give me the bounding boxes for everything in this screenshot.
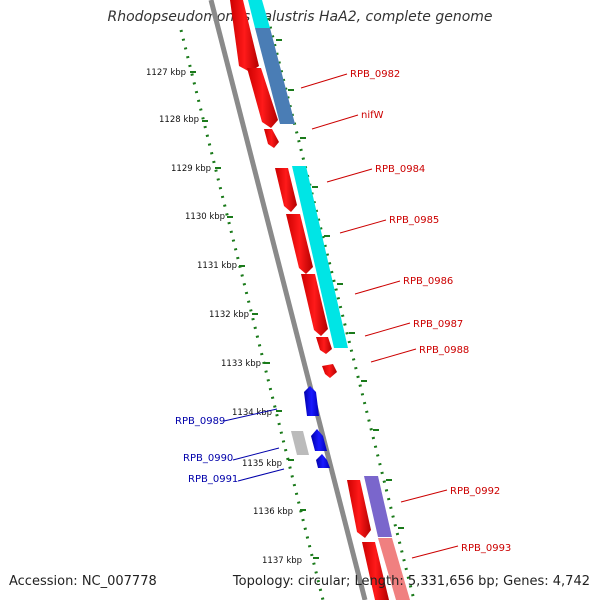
cds-arrow-red <box>347 480 371 538</box>
cds-arrow-red <box>316 337 332 354</box>
kbp-label: 1130 kbp <box>185 212 225 222</box>
kbp-label: 1133 kbp <box>221 359 261 369</box>
accession-text: Accession: NC_007778 <box>9 574 157 589</box>
right-ruler-ticks <box>276 39 404 529</box>
band-steelblue-0982 <box>255 28 295 124</box>
leader-lines-left <box>223 408 285 482</box>
cds-arrow-red <box>362 542 389 600</box>
map-title: Rhodopseudomonas palustris HaA2, complet… <box>107 9 493 25</box>
kbp-label: 1134 kbp <box>232 408 272 418</box>
left-ruler-ticks <box>190 71 319 559</box>
cds-arrow-red <box>230 0 259 72</box>
cds-arrow-red <box>301 274 328 336</box>
band-grey-0990 <box>291 431 309 455</box>
genome-backbone <box>208 0 368 600</box>
gene-label-rpb-0992[interactable]: RPB_0992 <box>450 486 500 497</box>
kbp-label: 1128 kbp <box>159 115 199 125</box>
gene-label-rpb-0989[interactable]: RPB_0989 <box>175 416 225 427</box>
gene-label-nifw[interactable]: nifW <box>361 110 384 121</box>
cds-arrow-red <box>322 364 337 378</box>
gene-label-rpb-0988[interactable]: RPB_0988 <box>419 345 469 356</box>
gene-label-rpb-0986[interactable]: RPB_0986 <box>403 276 453 287</box>
leader-lines-right <box>300 73 459 559</box>
gene-label-rpb-0984[interactable]: RPB_0984 <box>375 164 425 175</box>
gene-label-rpb-0993[interactable]: RPB_0993 <box>461 543 511 554</box>
cds-arrow-red <box>286 214 313 274</box>
cds-arrow-red <box>275 168 297 212</box>
gene-label-rpb-0990[interactable]: RPB_0990 <box>183 453 233 464</box>
cds-arrow-blue <box>311 429 327 451</box>
kbp-label: 1127 kbp <box>146 68 186 78</box>
band-cyan-0984-0987 <box>292 166 348 348</box>
cds-arrow-red <box>264 129 279 148</box>
cds-arrow-red <box>247 68 278 128</box>
kbp-label: 1135 kbp <box>242 459 282 469</box>
gene-label-rpb-0985[interactable]: RPB_0985 <box>389 215 439 226</box>
band-purple-0992 <box>364 476 392 537</box>
kbp-label: 1129 kbp <box>171 164 211 174</box>
cds-arrow-blue <box>304 386 319 416</box>
cds-arrow-blue <box>316 454 330 468</box>
gene-label-rpb-0982[interactable]: RPB_0982 <box>350 69 400 80</box>
kbp-label: 1131 kbp <box>197 261 237 271</box>
kbp-label: 1137 kbp <box>262 556 302 566</box>
genome-summary-text: Topology: circular; Length: 5,331,656 bp… <box>232 574 590 589</box>
kbp-label: 1136 kbp <box>253 507 293 517</box>
band-pink-0993 <box>378 538 410 600</box>
kbp-label: 1132 kbp <box>209 310 249 320</box>
gene-label-rpb-0987[interactable]: RPB_0987 <box>413 319 463 330</box>
band-cyan-top <box>248 0 270 28</box>
gene-label-rpb-0991[interactable]: RPB_0991 <box>188 474 238 485</box>
